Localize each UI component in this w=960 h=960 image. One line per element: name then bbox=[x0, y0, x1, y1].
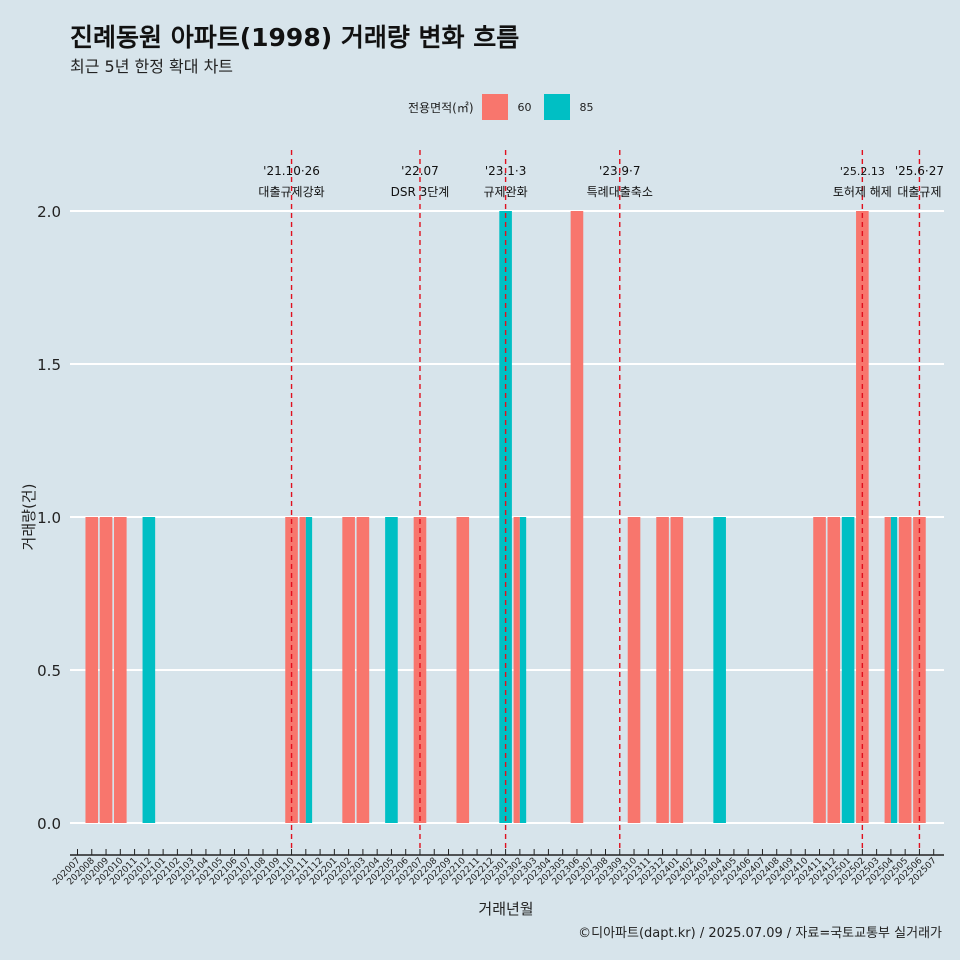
bar-202111-85 bbox=[305, 517, 313, 823]
event-date: '25.6·27 bbox=[895, 164, 944, 178]
bar-202009-60 bbox=[99, 517, 113, 823]
x-axis-title: 거래년월 bbox=[478, 900, 533, 918]
chart-title: 진례동원 아파트(1998) 거래량 변화 흐름 bbox=[70, 23, 520, 52]
bar-202404-85 bbox=[713, 517, 726, 823]
chart-subtitle: 최근 5년 한정 확대 차트 bbox=[70, 57, 234, 76]
bar-202008-60 bbox=[85, 517, 99, 823]
y-axis-title: 거래량(건) bbox=[20, 484, 38, 551]
bar-202302-85 bbox=[519, 517, 527, 823]
bar-202504-60 bbox=[884, 517, 891, 823]
bar-202012-85 bbox=[142, 517, 156, 823]
legend-swatch-60 bbox=[481, 94, 508, 120]
bar-202502-60 bbox=[856, 211, 869, 823]
event-date: '23.1·3 bbox=[485, 164, 526, 178]
bar-202301-85 bbox=[499, 211, 512, 823]
bar-202411-60 bbox=[813, 517, 826, 823]
bar-202501-85 bbox=[841, 517, 855, 823]
y-tick-label: 2.0 bbox=[37, 203, 61, 221]
bar-202010-60 bbox=[114, 517, 127, 823]
legend-label-85: 85 bbox=[579, 100, 594, 114]
bar-202202-60 bbox=[342, 517, 355, 823]
legend-title: 전용면적(㎡) bbox=[408, 100, 474, 115]
event-label: 대출규제 bbox=[897, 185, 941, 199]
bar-202110-60 bbox=[285, 517, 298, 823]
event-label: 규제완화 bbox=[484, 185, 528, 199]
event-label: DSR 3단계 bbox=[391, 185, 450, 199]
y-tick-label: 0.0 bbox=[37, 815, 61, 833]
y-tick-label: 0.5 bbox=[37, 662, 61, 680]
bar-202412-60 bbox=[827, 517, 841, 823]
bar-202111-60 bbox=[299, 517, 306, 823]
bar-202310-60 bbox=[627, 517, 641, 823]
bar-202401-60 bbox=[670, 517, 684, 823]
event-label: 대출규제강화 bbox=[258, 185, 324, 199]
bar-202203-60 bbox=[356, 517, 370, 823]
event-label: 토허제 해제 bbox=[833, 185, 892, 199]
event-date: '22.07 bbox=[401, 164, 439, 178]
source-footer: ©디아파트(dapt.kr) / 2025.07.09 / 자료=국토교통부 실… bbox=[578, 926, 942, 941]
bar-202306-60 bbox=[570, 211, 584, 823]
bar-202205-85 bbox=[385, 517, 398, 823]
event-date: '23.9·7 bbox=[599, 164, 640, 178]
event-date: '25.2.13 bbox=[840, 165, 885, 178]
legend-swatch-85 bbox=[543, 94, 570, 120]
bar-202210-60 bbox=[456, 517, 470, 823]
bar-202505-60 bbox=[898, 517, 912, 823]
legend: 전용면적(㎡) 60 85 bbox=[408, 92, 606, 122]
y-tick-label: 1.0 bbox=[37, 509, 61, 527]
legend-label-60: 60 bbox=[517, 100, 532, 114]
bar-202207-60 bbox=[413, 517, 427, 823]
bar-202504-85 bbox=[890, 517, 898, 823]
event-date: '21.10·26 bbox=[263, 164, 320, 178]
y-tick-label: 1.5 bbox=[37, 356, 61, 374]
bar-202506-60 bbox=[913, 517, 926, 823]
bar-202312-60 bbox=[656, 517, 669, 823]
event-label: 특례대출축소 bbox=[587, 185, 653, 199]
bar-202302-60 bbox=[513, 517, 520, 823]
